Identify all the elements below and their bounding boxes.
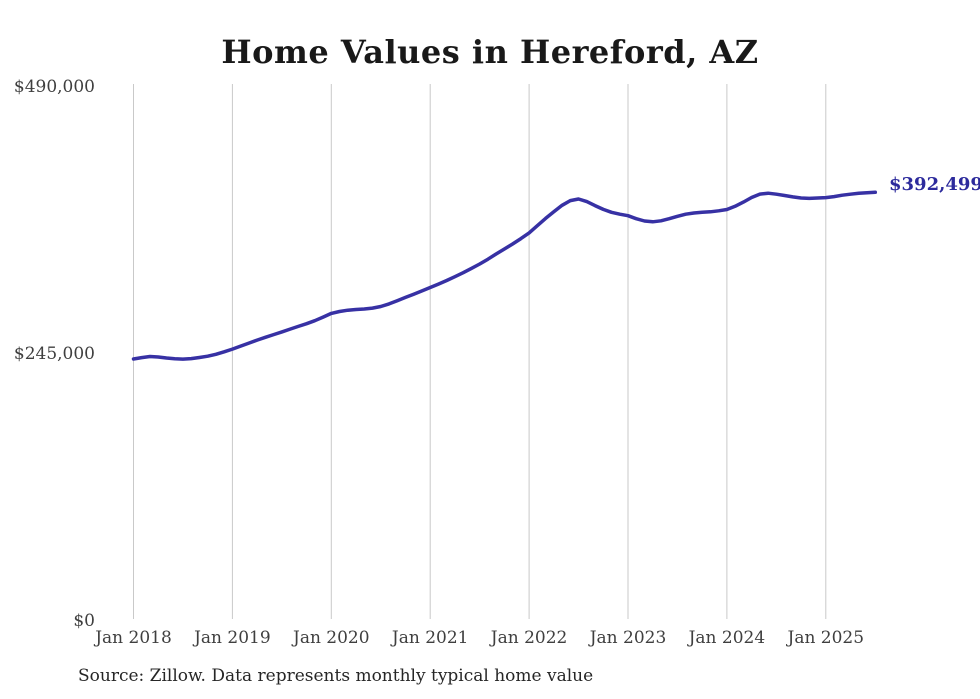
y-tick-label: $490,000 [14, 77, 95, 97]
x-tick-label: Jan 2020 [291, 628, 370, 648]
end-value-label: $392,499 [889, 174, 980, 195]
x-tick-label: Jan 2025 [786, 628, 865, 648]
value-line [131, 190, 878, 361]
chart-title: Home Values in Hereford, AZ [221, 33, 759, 71]
y-tick-label: $0 [73, 611, 95, 631]
x-tick-label: Jan 2021 [390, 628, 469, 648]
x-tick-label: Jan 2019 [192, 628, 271, 648]
y-tick-label: $245,000 [14, 344, 95, 364]
x-tick-label: Jan 2024 [687, 628, 766, 648]
x-tick-label: Jan 2023 [588, 628, 667, 648]
x-tick-label: Jan 2022 [489, 628, 568, 648]
x-tick-label: Jan 2018 [93, 628, 172, 648]
source-note: Source: Zillow. Data represents monthly … [78, 666, 594, 686]
